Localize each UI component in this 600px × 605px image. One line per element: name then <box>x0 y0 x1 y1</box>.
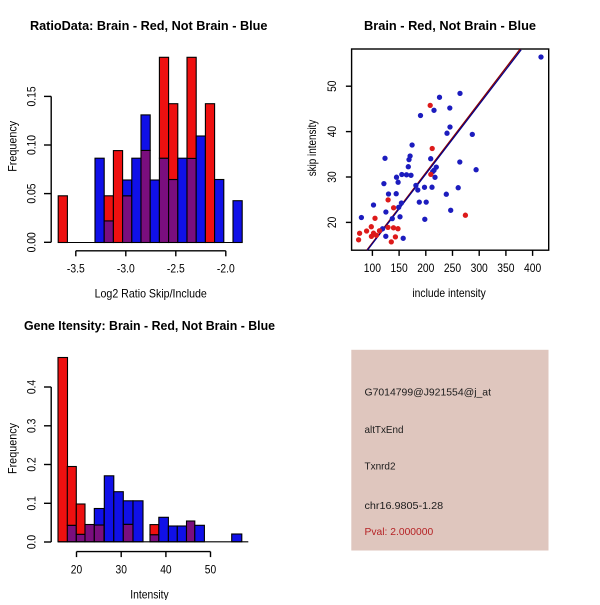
svg-text:-2.0: -2.0 <box>217 262 235 276</box>
svg-text:Gene Itensity: Brain - Red, No: Gene Itensity: Brain - Red, Not Brain - … <box>24 318 275 333</box>
svg-text:0.4: 0.4 <box>25 380 39 395</box>
svg-text:Intensity: Intensity <box>130 587 168 600</box>
svg-text:0.3: 0.3 <box>25 418 39 433</box>
svg-text:Log2 Ratio Skip/Include: Log2 Ratio Skip/Include <box>95 286 207 300</box>
svg-text:30: 30 <box>325 171 339 183</box>
svg-text:skip intensity: skip intensity <box>305 120 319 177</box>
svg-text:40: 40 <box>160 563 172 577</box>
svg-text:0.00: 0.00 <box>25 232 39 252</box>
svg-text:30: 30 <box>116 563 128 577</box>
svg-text:50: 50 <box>205 563 217 577</box>
svg-text:0.15: 0.15 <box>25 86 39 106</box>
svg-text:Txnrd2: Txnrd2 <box>365 461 396 472</box>
svg-text:RatioData: Brain - Red, Not Br: RatioData: Brain - Red, Not Brain - Blue <box>30 18 268 33</box>
svg-text:200: 200 <box>417 261 434 275</box>
svg-text:include intensity: include intensity <box>412 286 485 300</box>
svg-text:0.05: 0.05 <box>25 183 39 203</box>
svg-text:300: 300 <box>471 261 488 275</box>
svg-text:Pval: 2.000000: Pval: 2.000000 <box>365 527 434 538</box>
svg-text:150: 150 <box>391 261 408 275</box>
svg-text:350: 350 <box>497 261 514 275</box>
svg-text:20: 20 <box>325 216 339 228</box>
svg-text:0.0: 0.0 <box>25 535 39 550</box>
svg-text:400: 400 <box>524 261 541 275</box>
svg-text:Frequency: Frequency <box>6 423 20 474</box>
svg-text:0.2: 0.2 <box>25 457 39 472</box>
svg-text:-3.5: -3.5 <box>67 262 85 276</box>
svg-text:20: 20 <box>71 563 83 577</box>
svg-text:chr16.9805-1.28: chr16.9805-1.28 <box>365 501 444 512</box>
svg-text:40: 40 <box>325 126 339 138</box>
svg-text:0.10: 0.10 <box>25 135 39 155</box>
svg-text:-2.5: -2.5 <box>167 262 185 276</box>
svg-text:50: 50 <box>325 80 339 92</box>
svg-text:250: 250 <box>444 261 461 275</box>
svg-text:altTxEnd: altTxEnd <box>365 425 404 436</box>
svg-text:0.1: 0.1 <box>25 496 39 511</box>
svg-text:-3.0: -3.0 <box>117 262 135 276</box>
svg-text:Brain - Red, Not Brain - Blue: Brain - Red, Not Brain - Blue <box>364 18 536 33</box>
svg-text:Frequency: Frequency <box>6 121 20 172</box>
svg-text:100: 100 <box>364 261 381 275</box>
svg-text:G7014799@J921554@j_at: G7014799@J921554@j_at <box>365 388 492 399</box>
